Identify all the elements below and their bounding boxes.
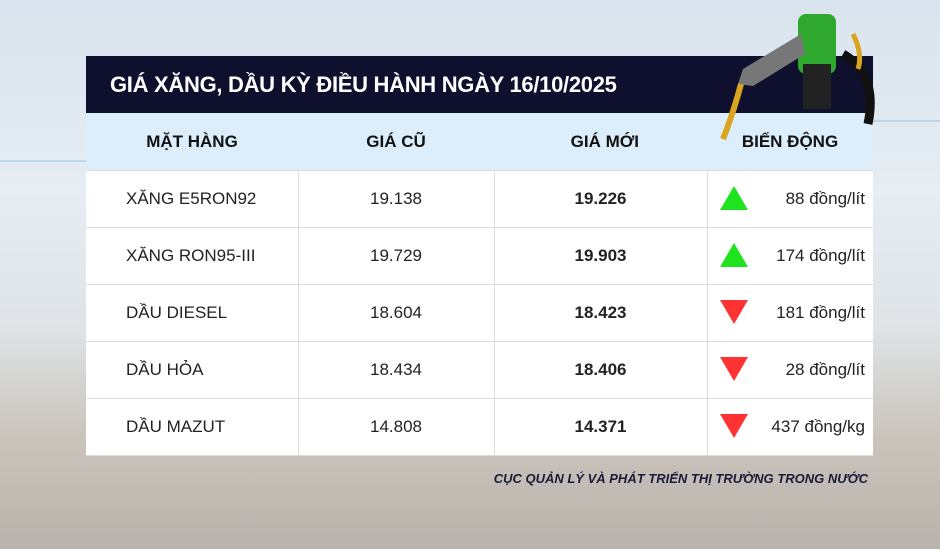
price-change: 437 đồng/kg: [706, 398, 873, 456]
price-change: 181 đồng/lít: [706, 284, 873, 342]
change-value: 181 đồng/lít: [776, 303, 865, 322]
table-row: XĂNG RON95-III 19.729 19.903 174 đồng/lí…: [86, 227, 873, 285]
table-row: DẦU MAZUT 14.808 14.371 437 đồng/kg: [86, 398, 873, 456]
table-row: DẦU DIESEL 18.604 18.423 181 đồng/lít: [86, 284, 873, 342]
change-value: 28 đồng/lít: [785, 360, 865, 379]
change-value: 174 đồng/lít: [776, 246, 865, 265]
triangle-down-icon: [719, 300, 748, 324]
table-row: XĂNG E5RON92 19.138 19.226 88 đồng/lít: [86, 170, 873, 228]
fuel-nozzle-icon: [720, 14, 875, 141]
triangle-down-icon: [719, 414, 748, 438]
table-header-row: MẶT HÀNG GIÁ CŨ GIÁ MỚI BIẾN ĐỘNG: [86, 113, 873, 171]
new-price: 18.406: [493, 341, 708, 399]
table-row: DẦU HỎA 18.434 18.406 28 đồng/lít: [86, 341, 873, 399]
old-price: 14.808: [297, 398, 495, 456]
old-price: 18.604: [297, 284, 495, 342]
product-name: XĂNG RON95-III: [86, 227, 299, 285]
old-price: 18.434: [297, 341, 495, 399]
product-name: DẦU DIESEL: [86, 284, 299, 342]
triangle-up-icon: [719, 186, 748, 210]
column-header: GIÁ MỚI: [494, 113, 707, 171]
change-value: 88 đồng/lít: [785, 189, 865, 208]
old-price: 19.729: [297, 227, 495, 285]
price-change: 28 đồng/lít: [706, 341, 873, 399]
new-price: 19.226: [493, 170, 708, 228]
column-header: BIẾN ĐỘNG: [707, 113, 873, 171]
new-price: 14.371: [493, 398, 708, 456]
price-table: MẶT HÀNG GIÁ CŨ GIÁ MỚI BIẾN ĐỘNG XĂNG E…: [86, 113, 873, 456]
old-price: 19.138: [297, 170, 495, 228]
source-note: CỤC QUẢN LÝ VÀ PHÁT TRIỂN THỊ TRƯỜNG TRO…: [493, 471, 868, 486]
product-name: DẦU MAZUT: [86, 398, 299, 456]
product-name: XĂNG E5RON92: [86, 170, 299, 228]
price-card: GIÁ XĂNG, DẦU KỲ ĐIỀU HÀNH NGÀY 16/10/20…: [86, 14, 875, 456]
triangle-down-icon: [719, 357, 748, 381]
product-name: DẦU HỎA: [86, 341, 299, 399]
column-header: MẶT HÀNG: [86, 113, 298, 171]
change-value: 437 đồng/kg: [771, 417, 865, 436]
price-change: 174 đồng/lít: [706, 227, 873, 285]
price-change: 88 đồng/lít: [706, 170, 873, 228]
column-header: GIÁ CŨ: [298, 113, 494, 171]
new-price: 18.423: [493, 284, 708, 342]
triangle-up-icon: [719, 243, 748, 267]
new-price: 19.903: [493, 227, 708, 285]
